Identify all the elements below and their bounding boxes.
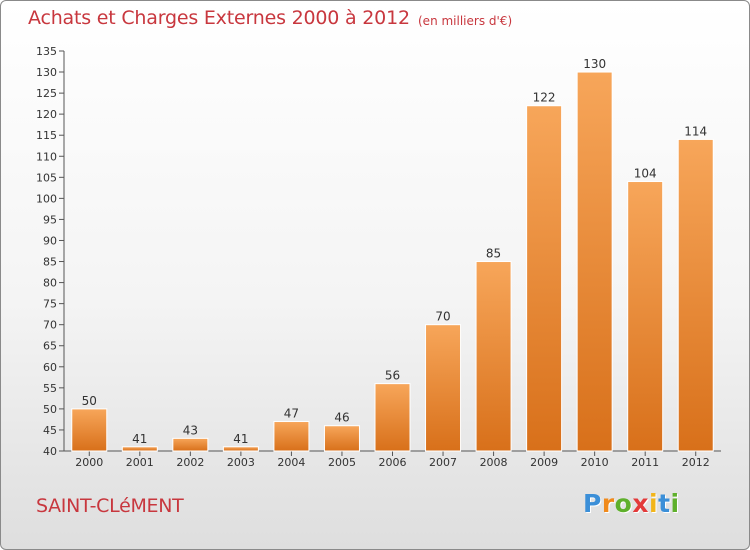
logo-letter: P <box>583 489 602 518</box>
data-label-2010: 130 <box>583 57 606 71</box>
x-tick-label: 2008 <box>480 456 508 469</box>
logo-letter: i <box>670 489 680 518</box>
bar-2007[interactable] <box>425 324 462 452</box>
bar-2008[interactable] <box>475 261 512 452</box>
x-tick-label: 2010 <box>581 456 609 469</box>
y-tick-label: 95 <box>43 213 57 226</box>
x-tick-label: 2001 <box>126 456 154 469</box>
x-tick-label: 2005 <box>328 456 356 469</box>
y-tick-label: 115 <box>36 129 57 142</box>
commune-name: SAINT-CLéMENT <box>36 495 184 517</box>
y-tick-label: 60 <box>43 361 57 374</box>
y-tick-label: 65 <box>43 340 57 353</box>
bar-2004[interactable] <box>273 421 310 452</box>
x-tick-label: 2009 <box>530 456 558 469</box>
bar-2001[interactable] <box>121 446 158 452</box>
bar-2000[interactable] <box>71 408 108 452</box>
data-label-2007: 70 <box>435 310 450 324</box>
logo-letter: o <box>614 489 633 518</box>
bar-2012[interactable] <box>677 138 714 452</box>
y-tick-label: 125 <box>36 87 57 100</box>
bar-2011[interactable] <box>627 181 664 452</box>
y-tick-label: 85 <box>43 256 57 269</box>
y-tick-label: 70 <box>43 319 57 332</box>
data-labels-group: 50 41 43 41 47 46 56 70 85 122 130 104 114 <box>82 57 708 446</box>
data-label-2003: 41 <box>233 432 248 446</box>
logo-letter: t <box>658 489 671 518</box>
data-label-2000: 50 <box>82 394 97 408</box>
data-label-2005: 46 <box>334 411 349 425</box>
y-tick-label: 50 <box>43 403 57 416</box>
x-tick-label: 2004 <box>277 456 305 469</box>
x-tick-label: 2006 <box>379 456 407 469</box>
data-label-2011: 104 <box>634 167 657 181</box>
y-tick-label: 90 <box>43 234 57 247</box>
x-tick-label: 2012 <box>682 456 710 469</box>
data-label-2002: 43 <box>183 423 198 437</box>
x-tick-label: 2002 <box>176 456 204 469</box>
proxiti-logo[interactable]: Proxiti <box>583 489 680 518</box>
x-axis: 2000 2001 2002 2003 2004 2005 2006 2007 2008 2009… <box>64 450 721 469</box>
bar-2009[interactable] <box>526 105 563 452</box>
y-tick-label: 45 <box>43 424 57 437</box>
y-tick-label: 105 <box>36 171 57 184</box>
bar-2005[interactable] <box>323 425 360 452</box>
x-tick-label: 2007 <box>429 456 457 469</box>
x-tick-label: 2003 <box>227 456 255 469</box>
logo-letter: x <box>632 489 649 518</box>
bars-group <box>71 71 714 452</box>
y-axis: 40 45 50 55 60 65 70 75 80 85 90 95 100 105 110 115 120 1… <box>36 45 65 458</box>
y-tick-label: 100 <box>36 192 57 205</box>
bar-2006[interactable] <box>374 383 411 452</box>
y-tick-label: 75 <box>43 298 57 311</box>
y-tick-label: 110 <box>36 150 57 163</box>
data-label-2004: 47 <box>284 407 299 421</box>
logo-letter: i <box>649 489 659 518</box>
y-tick-label: 135 <box>36 45 57 58</box>
chart-title: Achats et Charges Externes 2000 à 2012 <box>28 7 410 29</box>
bar-2003[interactable] <box>222 446 259 452</box>
data-label-2009: 122 <box>533 91 556 105</box>
logo-letter: r <box>601 489 615 518</box>
x-tick-label: 2000 <box>75 456 103 469</box>
y-tick-label: 55 <box>43 382 57 395</box>
y-tick-label: 120 <box>36 108 57 121</box>
data-label-2012: 114 <box>684 124 707 138</box>
x-tick-label: 2011 <box>631 456 659 469</box>
data-label-2006: 56 <box>385 369 400 383</box>
chart-subtitle: (en milliers d'€) <box>418 14 513 28</box>
bar-2002[interactable] <box>172 437 209 452</box>
y-tick-label: 40 <box>43 445 57 458</box>
bar-2010[interactable] <box>576 71 613 452</box>
data-label-2001: 41 <box>132 432 147 446</box>
y-tick-label: 80 <box>43 277 57 290</box>
data-label-2008: 85 <box>486 247 501 261</box>
y-tick-label: 130 <box>36 66 57 79</box>
